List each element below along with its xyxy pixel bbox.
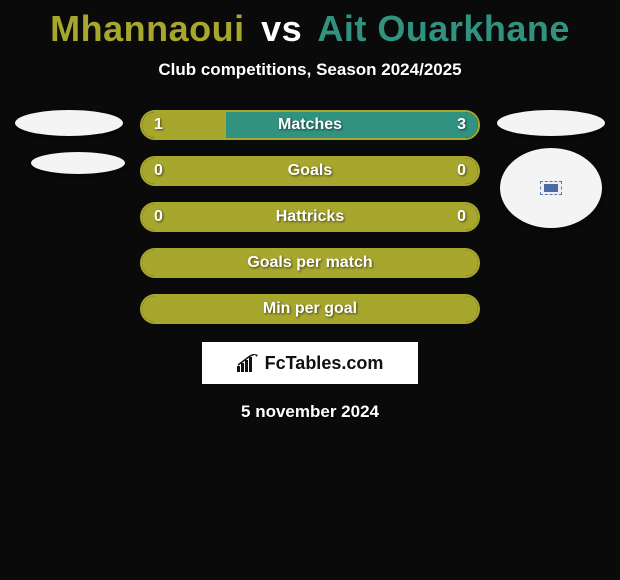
stat-label: Min per goal: [142, 300, 478, 318]
stat-label: Hattricks: [142, 208, 478, 226]
player-left-avatar-col: [10, 110, 128, 174]
snapshot-date: 5 november 2024: [0, 402, 620, 422]
stat-bar-matches: 1Matches3: [140, 110, 480, 140]
stat-bar-hattricks: 0Hattricks0: [140, 202, 480, 232]
flag-icon: [540, 181, 562, 195]
vs-separator: vs: [261, 8, 302, 49]
player-left-badge-1: [15, 110, 123, 136]
stat-value-right: 3: [457, 116, 466, 134]
stat-value-right: 0: [457, 162, 466, 180]
stat-bar-goals-per-match: Goals per match: [140, 248, 480, 278]
season-subtitle: Club competitions, Season 2024/2025: [0, 60, 620, 80]
branding-text: FcTables.com: [265, 353, 384, 374]
stat-bars: 1Matches30Goals00Hattricks0Goals per mat…: [140, 110, 480, 324]
stat-bar-goals: 0Goals0: [140, 156, 480, 186]
stat-label: Goals per match: [142, 254, 478, 272]
stat-bar-min-per-goal: Min per goal: [140, 294, 480, 324]
player-left-name: Mhannaoui: [50, 8, 244, 49]
branding-box: FcTables.com: [202, 342, 418, 384]
player-right-badge-1: [497, 110, 605, 136]
fctables-logo-icon: [237, 354, 259, 372]
stat-label: Matches: [142, 116, 478, 134]
stat-value-right: 0: [457, 208, 466, 226]
player-right-name: Ait Ouarkhane: [317, 8, 570, 49]
player-right-avatar-circle: [500, 148, 602, 228]
player-left-badge-2: [31, 152, 125, 174]
stat-label: Goals: [142, 162, 478, 180]
comparison-body: 1Matches30Goals00Hattricks0Goals per mat…: [0, 110, 620, 324]
comparison-title: Mhannaoui vs Ait Ouarkhane: [0, 0, 620, 50]
player-right-avatar-col: [492, 110, 610, 228]
